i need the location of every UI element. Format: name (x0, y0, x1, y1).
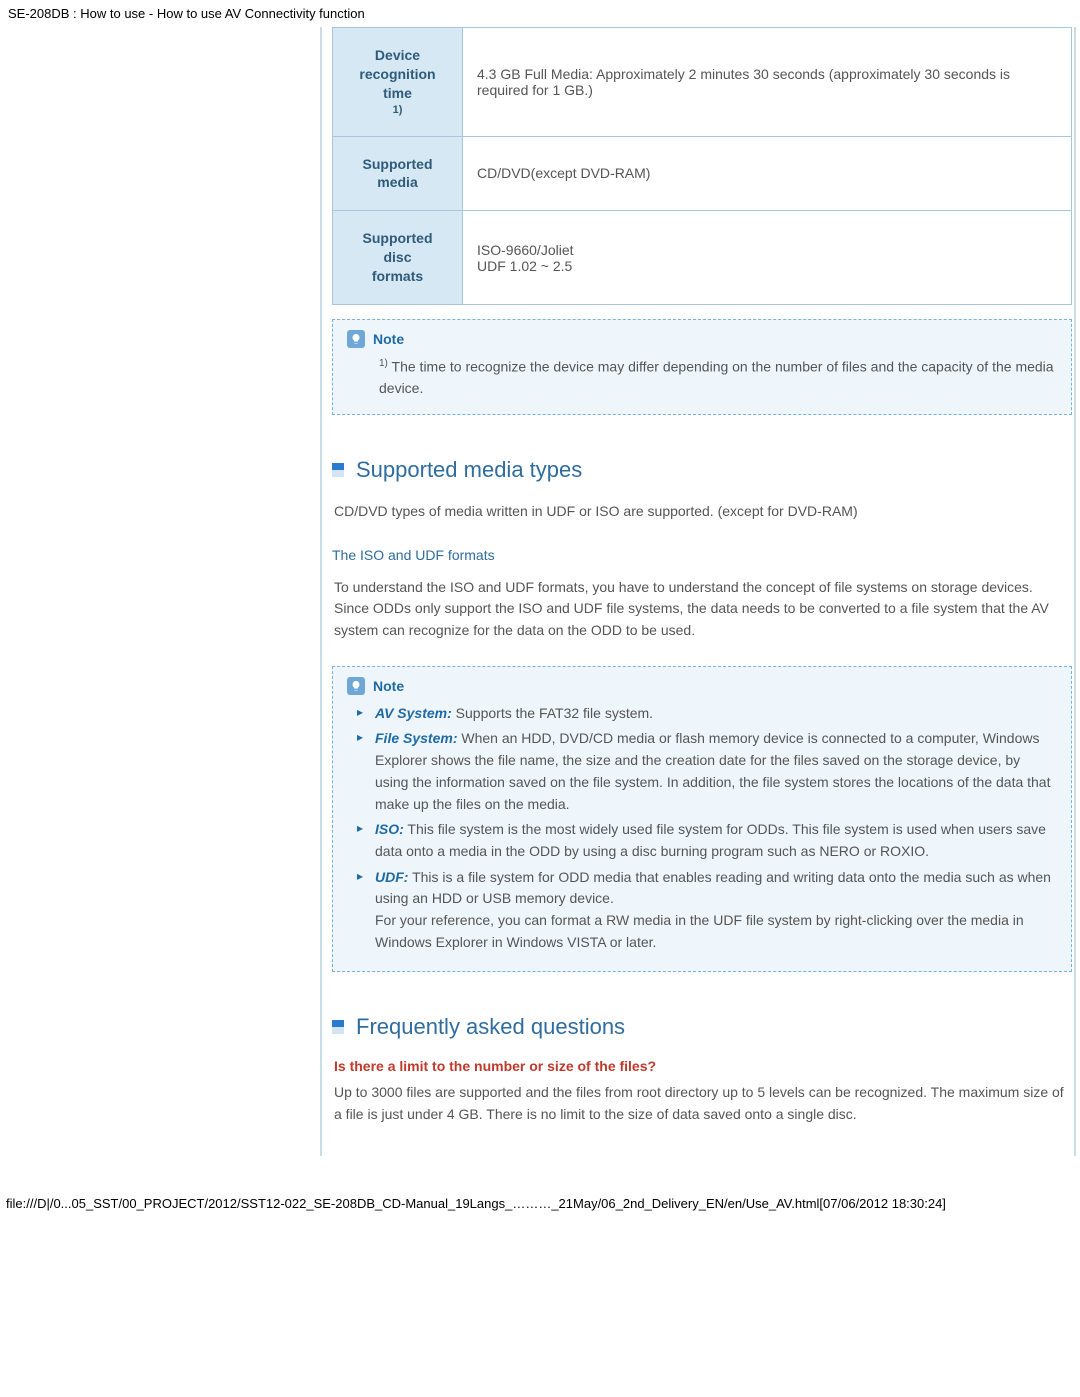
iso-udf-subtitle: The ISO and UDF formats (332, 547, 1072, 563)
note-sup: 1) (379, 358, 388, 369)
note-title: Note (373, 331, 404, 347)
note-title: Note (373, 678, 404, 694)
section-title: Frequently asked questions (356, 1014, 625, 1040)
faq-question: Is there a limit to the number or size o… (334, 1058, 1072, 1074)
table-value-cell: CD/DVD(except DVD-RAM) (463, 136, 1072, 211)
list-item: UDF: This is a file system for ODD media… (357, 867, 1057, 954)
note-box-formats: Note AV System: Supports the FAT32 file … (332, 666, 1072, 973)
list-item-text: Supports the FAT32 file system. (452, 705, 653, 721)
list-item-term: File System: (375, 730, 457, 746)
note-box-recognition: Note 1) The time to recognize the device… (332, 319, 1072, 415)
note-header: Note (347, 330, 1057, 348)
list-item: AV System: Supports the FAT32 file syste… (357, 703, 1057, 725)
table-row: SupportedmediaCD/DVD(except DVD-RAM) (333, 136, 1072, 211)
table-row: Supported discformatsISO-9660/Joliet UDF… (333, 211, 1072, 305)
table-header-cell: Devicerecognition time1) (333, 28, 463, 137)
list-item-term: AV System: (375, 705, 452, 721)
list-item-term: UDF: (375, 869, 408, 885)
note-list: AV System: Supports the FAT32 file syste… (347, 703, 1057, 954)
iso-udf-paragraph: To understand the ISO and UDF formats, y… (332, 577, 1072, 642)
note-text: The time to recognize the device may dif… (379, 359, 1054, 397)
note-header: Note (347, 677, 1057, 695)
note-body: 1) The time to recognize the device may … (347, 356, 1057, 400)
content-column: Devicerecognition time1)4.3 GB Full Medi… (320, 27, 1072, 1156)
table-value-cell: 4.3 GB Full Media: Approximately 2 minut… (463, 28, 1072, 137)
footer-path: file:///D|/0...05_SST/00_PROJECT/2012/SS… (0, 1156, 1080, 1215)
spec-table: Devicerecognition time1)4.3 GB Full Medi… (332, 27, 1072, 305)
page-header: SE-208DB : How to use - How to use AV Co… (0, 0, 1080, 27)
faq-answer: Up to 3000 files are supported and the f… (332, 1082, 1072, 1125)
content-region: Devicerecognition time1)4.3 GB Full Medi… (320, 27, 1076, 1156)
table-row: Devicerecognition time1)4.3 GB Full Medi… (333, 28, 1072, 137)
section-title: Supported media types (356, 457, 582, 483)
section-bullet-icon (332, 1020, 344, 1034)
note-icon (347, 677, 365, 695)
list-item: File System: When an HDD, DVD/CD media o… (357, 728, 1057, 815)
table-header-cell: Supportedmedia (333, 136, 463, 211)
section-header-faq: Frequently asked questions (332, 1014, 1072, 1040)
list-item-text: When an HDD, DVD/CD media or flash memor… (375, 730, 1051, 811)
note-icon (347, 330, 365, 348)
list-item-term: ISO: (375, 821, 404, 837)
section-bullet-icon (332, 463, 344, 477)
table-header-cell: Supported discformats (333, 211, 463, 305)
list-item-text: This file system is the most widely used… (375, 821, 1046, 859)
list-item-text: This is a file system for ODD media that… (375, 869, 1051, 950)
table-value-cell: ISO-9660/Joliet UDF 1.02 ~ 2.5 (463, 211, 1072, 305)
section-header-media: Supported media types (332, 457, 1072, 483)
list-item: ISO: This file system is the most widely… (357, 819, 1057, 862)
media-intro-text: CD/DVD types of media written in UDF or … (332, 501, 1072, 523)
